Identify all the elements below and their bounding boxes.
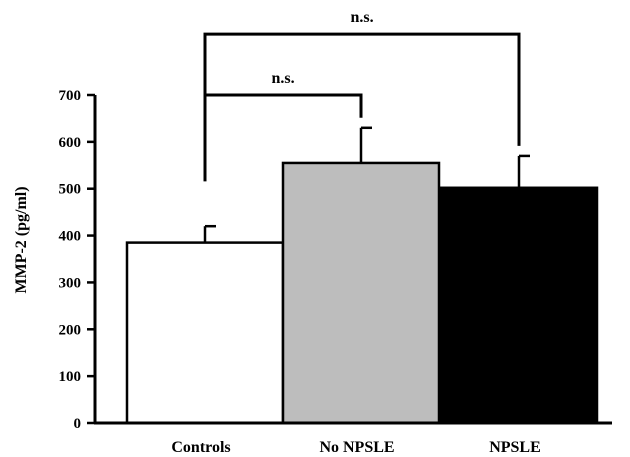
- bar-npsle: [439, 186, 599, 425]
- significance-label-1: n.s.: [271, 70, 294, 87]
- y-tick-label-200: 200: [59, 322, 82, 338]
- y-tick-label-100: 100: [59, 369, 82, 385]
- bar-controls: [125, 241, 285, 425]
- y-tick-label-500: 500: [59, 182, 82, 198]
- x-tick-label-npsle: NPSLE: [489, 439, 541, 456]
- x-tick-label-no-npsle: No NPSLE: [319, 439, 394, 456]
- significance-bracket-2: [203, 32, 521, 182]
- y-tick-label-300: 300: [59, 275, 82, 291]
- y-tick-label-0: 0: [74, 416, 82, 432]
- y-tick-label-400: 400: [59, 229, 82, 245]
- y-tick-label-700: 700: [59, 88, 82, 104]
- y-tick-label-600: 600: [59, 135, 82, 151]
- x-tick-label-controls: Controls: [171, 439, 230, 456]
- plot-area: Controls No NPSLE NPSLE 0 100 200 300 400 500 600…: [59, 9, 612, 456]
- bar-no-npsle: [281, 161, 441, 425]
- significance-label-2: n.s.: [350, 9, 373, 26]
- y-axis-label: MMP-2 (pg/ml): [13, 186, 30, 293]
